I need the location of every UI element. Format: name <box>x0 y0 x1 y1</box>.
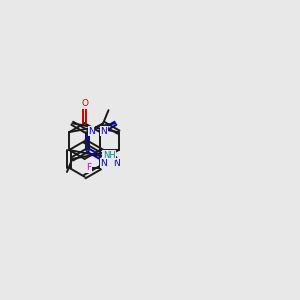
Text: F: F <box>86 163 91 172</box>
Text: N: N <box>100 127 107 136</box>
Text: NH: NH <box>103 151 116 160</box>
Text: N: N <box>113 159 119 168</box>
Text: N: N <box>88 127 95 136</box>
Text: O: O <box>81 99 88 108</box>
Text: N: N <box>100 159 107 168</box>
